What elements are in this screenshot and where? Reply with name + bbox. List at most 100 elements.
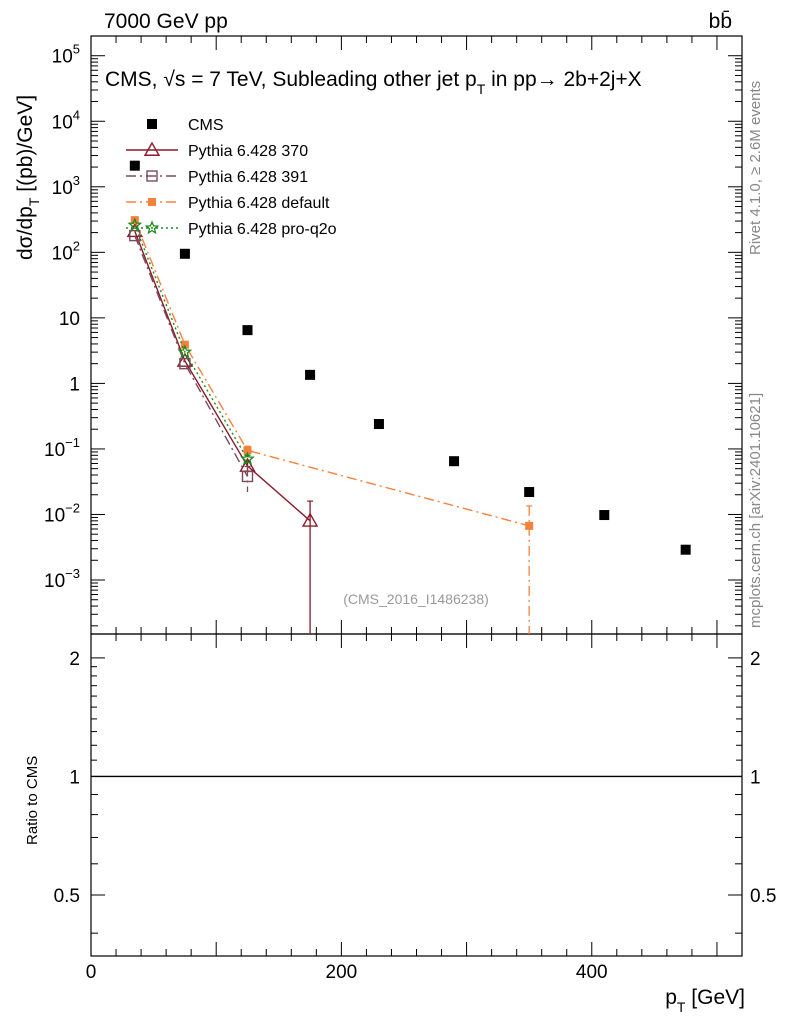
y-tick-label: 10−2 [44,500,80,526]
ratio-tick-label: 0.5 [54,886,80,907]
y-tick-label-base: 10 [52,47,73,68]
series-pythia-6-428-370 [126,222,319,634]
ratio-tick-label: 0.5 [750,886,776,907]
y-tick-label: 1 [69,374,80,395]
data-point [179,248,190,259]
y-tick-label-exponent: 5 [73,42,80,57]
series-line [134,219,530,527]
y-tick-label-base: 10 [52,178,73,199]
y-tick-label-base: 10 [52,243,73,264]
y-tick-label-exponent: −2 [65,500,80,515]
data-point [449,456,460,467]
y-tick-label-base: 10 [44,571,65,592]
legend: CMS Pythia 6.428 370 Pythia 6.428 391 Pythi… [126,117,337,238]
y-tick-label-base: 10 [52,112,73,133]
data-point [241,470,254,483]
data-point [373,419,384,430]
y-tick-label: 10 [59,309,80,330]
legend-item-cms: CMS [147,117,224,134]
x-tick-label: 400 [576,962,608,983]
legend-label: CMS [188,117,224,134]
legend-label: Pythia 6.428 370 [188,143,308,160]
data-point [240,451,255,466]
ratio-tick-label: 2 [69,649,80,670]
legend-marker [146,170,158,182]
x-tick-label: 0 [86,962,97,983]
legend-label: Pythia 6.428 default [188,195,330,212]
data-point [305,369,316,380]
x-axis-ticks: 0 200 400 [86,36,743,983]
data-point [243,446,252,455]
legend-label: Pythia 6.428 pro-q2o [188,221,337,238]
legend-item-pythia-6-428-default: Pythia 6.428 default [126,195,330,212]
y-tick-label-exponent: 4 [73,107,80,122]
ratio-tick-label: 1 [750,767,761,788]
data-point [177,344,193,359]
y-tick-label-exponent: −1 [65,435,80,450]
y-axis-label-tail: [(pb)/GeV] [14,95,37,198]
y-tick-label: 10−3 [44,566,80,592]
data-point [129,229,141,242]
chart-title-sub: T [477,81,486,97]
series-pythia-6-428-391 [129,229,254,493]
data-point [525,521,534,530]
y-axis-label-main: dσ/dp [14,206,37,260]
ratio-tick-label: 1 [69,767,80,788]
y-tick-label: 105 [52,42,80,68]
y-tick-label-exponent: 2 [73,238,80,253]
series-pythia-6-428-default [130,216,534,634]
legend-marker [147,119,157,129]
header-energy-label: 7000 GeV pp [104,10,228,33]
x-axis-label: pT [GeV] [665,986,745,1015]
legend-marker [143,141,161,156]
legend-label: Pythia 6.428 391 [188,169,308,186]
series-line [134,224,249,460]
ratio-plot-frame [90,633,743,957]
y-tick-label: 102 [52,238,80,264]
ratio-axis-ticks: 0.5 0.5 1 1 2 2 [54,649,776,934]
data-point [129,160,140,171]
ratio-tick-label: 2 [750,649,761,670]
x-axis-label-main: p [665,986,677,1009]
y-tick-label-base: 10 [44,440,65,461]
data-point [176,352,194,367]
legend-marker [148,198,156,206]
data-point [524,487,535,498]
legend-item-pythia-6-428-391: Pythia 6.428 391 [126,169,308,186]
y-axis-label-sub: T [26,197,42,206]
data-point [179,357,191,370]
data-point [127,217,143,232]
y-tick-label: 104 [52,107,80,133]
y-tick-label: 103 [52,173,80,199]
chart-title: CMS, √s = 7 TeV, Subleading other jet pT… [105,68,642,97]
data-point [301,512,319,527]
chart-title-main: CMS, √s = 7 TeV, Subleading other jet p [105,68,477,91]
x-tick-label: 200 [326,962,358,983]
ratio-axis-label: Ratio to CMS [24,756,41,845]
mcplots-source-label: mcplots.cern.ch [arXiv:2401.10621] [747,393,764,628]
analysis-id-watermark: (CMS_2016_I1486238) [343,591,489,607]
y-tick-label-base: 10 [44,505,65,526]
series-pythia-6-428-pro-q2o [127,217,255,466]
data-point [599,510,610,521]
legend-item-pythia-6-428-pro-q2o: Pythia 6.428 pro-q2o [126,220,337,238]
header-process-label: bb̄ [709,10,732,33]
legend-marker [144,220,160,235]
data-point [680,544,691,555]
y-tick-label-exponent: −3 [65,566,80,581]
x-axis-label-sub: T [677,999,686,1015]
rivet-version-label: Rivet 4.1.0, ≥ 2.6M events [747,81,764,255]
y-tick-label-exponent: 3 [73,173,80,188]
series-line [134,235,249,477]
y-axis-label: dσ/dpT [(pb)/GeV] [14,95,42,260]
chart-title-tail: in pp→ 2b+2j+X [485,68,641,91]
data-series-layer [126,160,691,634]
legend-item-pythia-6-428-370: Pythia 6.428 370 [126,141,308,160]
x-axis-label-tail: [GeV] [685,986,745,1009]
y-tick-label: 10−1 [44,435,80,461]
series-line [134,230,311,522]
series-cms [129,160,691,555]
data-point [242,325,253,336]
